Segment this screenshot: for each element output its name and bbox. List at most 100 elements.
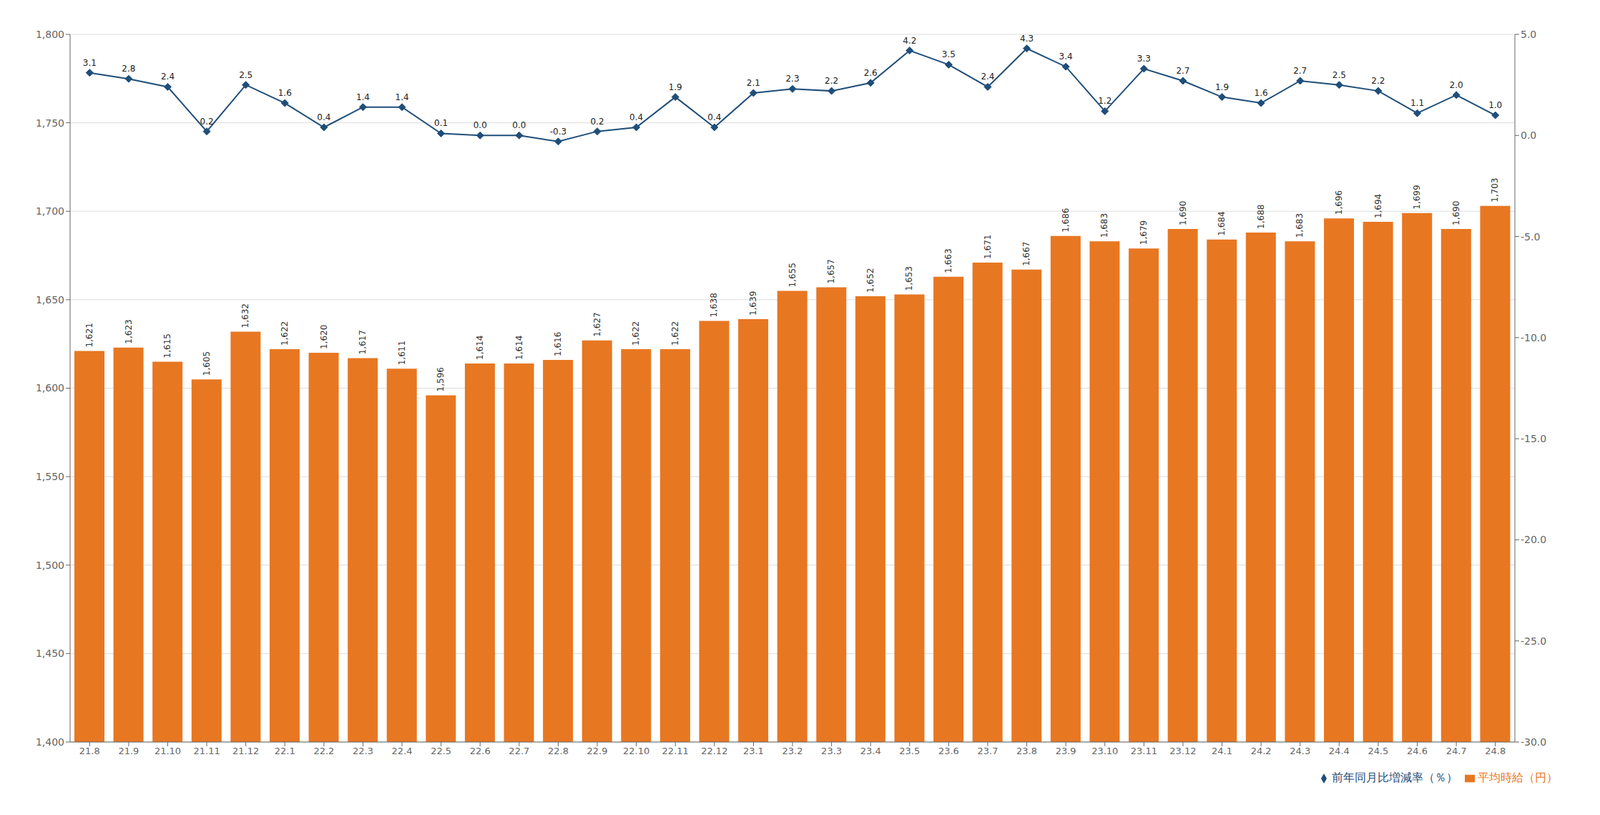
svg-text:22.7: 22.7 — [508, 745, 530, 757]
svg-text:1,616: 1,616 — [552, 331, 563, 357]
svg-text:1,621: 1,621 — [84, 322, 95, 347]
svg-text:1.4: 1.4 — [395, 92, 410, 103]
svg-text:24.8: 24.8 — [1484, 745, 1506, 757]
svg-text:1,688: 1,688 — [1255, 204, 1266, 229]
svg-text:22.2: 22.2 — [313, 745, 335, 757]
svg-text:1,653: 1,653 — [904, 266, 915, 291]
svg-text:1,605: 1,605 — [201, 351, 212, 376]
svg-text:1,639: 1,639 — [748, 291, 759, 316]
svg-text:2.7: 2.7 — [1175, 65, 1190, 76]
svg-text:3.1: 3.1 — [82, 57, 97, 68]
svg-text:2.7: 2.7 — [1293, 65, 1307, 76]
svg-text:1,617: 1,617 — [357, 329, 368, 355]
svg-text:2.8: 2.8 — [121, 63, 136, 74]
svg-text:1,614: 1,614 — [514, 335, 525, 360]
svg-text:2.1: 2.1 — [746, 77, 761, 88]
svg-text:23.10: 23.10 — [1091, 745, 1118, 757]
svg-text:23.11: 23.11 — [1130, 745, 1158, 757]
svg-text:0.4: 0.4 — [316, 112, 331, 123]
svg-text:24.5: 24.5 — [1367, 745, 1389, 757]
svg-text:2.3: 2.3 — [785, 73, 799, 84]
svg-text:1,622: 1,622 — [670, 321, 681, 346]
svg-text:1,622: 1,622 — [630, 321, 641, 346]
svg-text:1,596: 1,596 — [435, 366, 446, 392]
svg-text:1,620: 1,620 — [318, 324, 330, 350]
svg-text:1.9: 1.9 — [668, 82, 683, 93]
svg-text:24.2: 24.2 — [1250, 745, 1272, 757]
svg-text:4.3: 4.3 — [1019, 33, 1034, 44]
svg-text:1,684: 1,684 — [1216, 210, 1227, 236]
svg-text:1,614: 1,614 — [474, 335, 485, 360]
svg-text:23.4: 23.4 — [860, 745, 882, 757]
svg-text:24.6: 24.6 — [1406, 745, 1428, 757]
svg-text:1,700: 1,700 — [35, 205, 65, 217]
svg-text:0.0: 0.0 — [1520, 129, 1537, 141]
svg-text:1,690: 1,690 — [1178, 200, 1189, 226]
svg-text:1,655: 1,655 — [787, 262, 798, 287]
svg-text:1,627: 1,627 — [592, 311, 603, 337]
svg-text:-15.0: -15.0 — [1520, 432, 1547, 445]
svg-text:2.5: 2.5 — [238, 70, 253, 81]
svg-text:21.9: 21.9 — [118, 745, 139, 757]
svg-text:1,450: 1,450 — [35, 647, 65, 659]
svg-text:1,703: 1,703 — [1489, 177, 1500, 202]
svg-text:1,657: 1,657 — [826, 258, 837, 284]
svg-text:21.12: 21.12 — [232, 745, 259, 757]
svg-text:0.4: 0.4 — [629, 112, 644, 123]
svg-text:23.9: 23.9 — [1055, 745, 1077, 757]
svg-text:22.11: 22.11 — [662, 745, 689, 757]
svg-text:1,550: 1,550 — [35, 470, 65, 483]
svg-text:2.4: 2.4 — [160, 71, 175, 82]
svg-text:-0.3: -0.3 — [550, 126, 567, 137]
svg-text:1.1: 1.1 — [1410, 97, 1425, 109]
svg-text:-30.0: -30.0 — [1520, 735, 1547, 748]
svg-text:22.9: 22.9 — [587, 745, 608, 757]
svg-text:1,652: 1,652 — [865, 268, 876, 293]
svg-text:22.12: 22.12 — [700, 745, 728, 757]
svg-text:3.4: 3.4 — [1059, 51, 1073, 62]
svg-text:1,615: 1,615 — [162, 333, 173, 358]
svg-text:22.4: 22.4 — [391, 745, 413, 757]
svg-text:22.3: 22.3 — [352, 745, 374, 757]
svg-text:1,663: 1,663 — [943, 248, 954, 273]
svg-text:2.6: 2.6 — [864, 67, 878, 78]
svg-text:1,690: 1,690 — [1451, 200, 1462, 226]
svg-text:22.5: 22.5 — [430, 745, 452, 757]
svg-text:1.9: 1.9 — [1215, 82, 1229, 93]
svg-text:0.0: 0.0 — [473, 120, 488, 131]
svg-text:0.0: 0.0 — [512, 120, 526, 131]
svg-text:1,500: 1,500 — [35, 559, 65, 571]
svg-text:0.1: 0.1 — [434, 118, 448, 129]
svg-text:1,683: 1,683 — [1294, 213, 1305, 238]
svg-text:3.3: 3.3 — [1137, 53, 1151, 64]
svg-text:1,699: 1,699 — [1411, 184, 1422, 209]
svg-text:-10.0: -10.0 — [1520, 331, 1547, 344]
svg-text:1,683: 1,683 — [1099, 213, 1110, 238]
svg-text:1,694: 1,694 — [1373, 193, 1384, 219]
svg-text:22.8: 22.8 — [547, 745, 569, 757]
svg-text:23.5: 23.5 — [899, 745, 920, 757]
svg-text:23.12: 23.12 — [1169, 745, 1196, 757]
svg-text:1,696: 1,696 — [1333, 190, 1344, 215]
svg-text:1,671: 1,671 — [982, 234, 993, 259]
svg-text:1,750: 1,750 — [35, 117, 65, 129]
svg-text:21.8: 21.8 — [79, 745, 101, 757]
svg-text:0.2: 0.2 — [590, 116, 604, 127]
svg-text:2.4: 2.4 — [980, 71, 995, 82]
svg-text:22.1: 22.1 — [274, 745, 296, 757]
svg-text:1.6: 1.6 — [1254, 87, 1269, 98]
svg-text:1.6: 1.6 — [278, 87, 292, 98]
svg-text:1,679: 1,679 — [1138, 220, 1149, 245]
svg-text:4.2: 4.2 — [902, 35, 917, 46]
svg-text:24.7: 24.7 — [1446, 745, 1467, 757]
svg-text:1,623: 1,623 — [123, 318, 134, 344]
svg-text:2.0: 2.0 — [1449, 80, 1464, 91]
svg-text:1,600: 1,600 — [35, 381, 65, 394]
svg-text:1.4: 1.4 — [356, 92, 370, 103]
svg-text:1,611: 1,611 — [396, 340, 407, 365]
svg-text:1,800: 1,800 — [35, 28, 65, 41]
svg-text:23.1: 23.1 — [743, 745, 764, 757]
svg-text:5.0: 5.0 — [1520, 28, 1537, 41]
svg-text:3.5: 3.5 — [941, 49, 956, 60]
svg-text:-20.0: -20.0 — [1520, 533, 1547, 546]
